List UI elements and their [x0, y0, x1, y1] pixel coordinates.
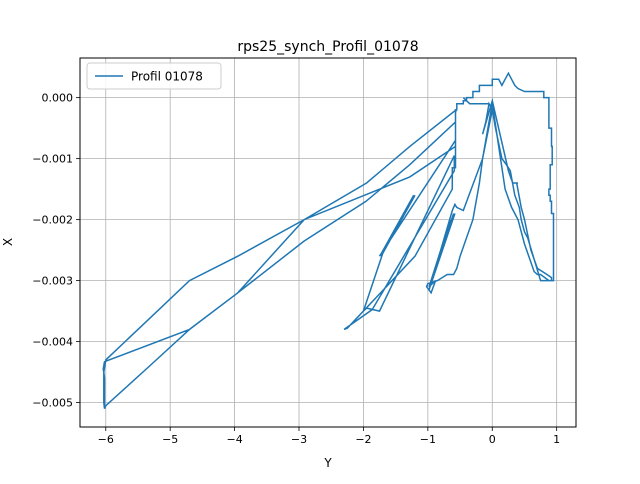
y-tick-label: 0.000	[42, 92, 74, 105]
plot-area-frame	[79, 57, 577, 428]
legend-frame	[86, 62, 222, 90]
y-axis-ticks: 0.000 −0.001 −0.002 −0.003 −0.004 −0.005	[32, 92, 80, 410]
x-axis-label: Y	[323, 456, 332, 470]
y-tick-label: −0.001	[32, 153, 73, 166]
x-tick-label: −5	[162, 433, 178, 446]
legend-label: Profil 01078	[131, 70, 203, 84]
chart-title: rps25_synch_Profil_01078	[237, 39, 418, 55]
y-axis-label: X	[1, 238, 15, 246]
x-tick-label: −3	[291, 433, 307, 446]
x-tick-label: −6	[98, 433, 114, 446]
series-layer	[102, 71, 555, 409]
y-tick-label: −0.004	[32, 336, 73, 349]
legend: Profil 01078	[86, 62, 222, 90]
x-tick-label: 0	[489, 433, 496, 446]
series-line	[102, 71, 555, 409]
x-axis-ticks: −6 −5 −4 −3 −2 −1 0 1	[98, 427, 560, 446]
y-tick-label: −0.005	[32, 397, 73, 410]
y-tick-label: −0.003	[32, 275, 73, 288]
x-tick-label: −2	[355, 433, 371, 446]
y-tick-label: −0.002	[32, 214, 73, 227]
x-tick-label: −4	[226, 433, 242, 446]
x-tick-label: 1	[553, 433, 560, 446]
x-tick-label: −1	[420, 433, 436, 446]
grid-lines	[80, 58, 576, 427]
